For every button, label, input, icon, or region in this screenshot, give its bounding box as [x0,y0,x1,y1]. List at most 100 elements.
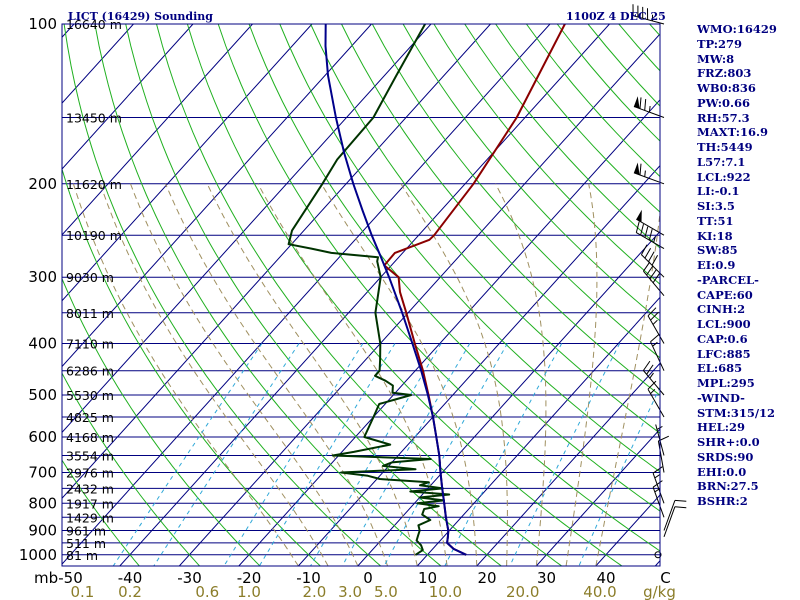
height-label: 2432 m [66,481,114,496]
mixing-ratio-tick-label: 2.0 [302,583,326,600]
moist-adiabat [320,183,478,566]
stat-line: LCL:900 [697,317,751,331]
wind-barb [642,261,665,297]
height-label: 11620 m [66,177,122,192]
grid-lines [0,24,660,566]
stat-line: MAXT:16.9 [697,125,768,140]
height-label: 6286 m [66,364,114,379]
sounding-indices-panel: WMO:16429 TP:279 MW:8 FRZ:803 WB0:836 PW:0.66… [697,22,800,509]
pressure-tick-label: 600 [28,428,57,446]
height-label: 1917 m [66,496,114,511]
pressure-tick-label: 500 [28,386,57,404]
isotherm [178,33,660,566]
wind-barb [635,221,665,250]
wind-barb [636,209,665,236]
isotherm [476,362,660,566]
stat-line: SRDS:90 [697,449,754,464]
height-label: 5530 m [66,388,114,403]
stat-line: KI:18 [697,228,733,243]
height-label: 2976 m [66,466,114,481]
stat-line: -WIND- [697,390,745,405]
height-label: 81 m [66,548,98,563]
mixing-ratio-tick-label: 20.0 [506,583,539,600]
stat-line: SI:3.5 [697,199,735,213]
stat-line: CAP:0.6 [697,331,748,346]
wind-barb [647,380,665,418]
height-label: 13450 m [66,111,122,126]
isotherm [62,24,432,434]
pressure-tick-label: 400 [28,335,57,353]
mixing-ratio-tick-label: 0.2 [118,583,142,600]
stat-line: BRN:27.5 [697,479,759,494]
mixing-ratio-tick-label: 1.0 [237,583,261,600]
mixing-ratio-line [112,343,263,566]
mixing-ratio-line [258,343,396,566]
mixing-ratio-tick-label: 5.0 [374,583,398,600]
parcel-line [324,24,467,556]
wind-barb [663,506,687,537]
height-label: 7110 m [66,337,114,352]
temperature-tick-label: -30 [177,569,202,587]
mixing-ratio-tick-label: 10.0 [429,583,462,600]
stat-line: PW:0.66 [697,95,751,110]
moist-adiabat [595,209,660,566]
moist-adiabat [99,183,329,566]
height-label: 10190 m [66,228,122,243]
stat-line: SHR+:0.0 [697,435,760,449]
stat-line: LI:-0.1 [697,184,740,199]
isotherm [62,24,75,39]
height-label: 511 m [66,536,106,551]
dry-adiabat [279,24,660,473]
isotherm [62,24,194,170]
isotherm [62,24,313,302]
temperature-tick-label: 30 [537,569,556,587]
sounding-lines [287,24,566,556]
stat-line: BSHR:2 [697,494,748,508]
isotherm [0,24,15,566]
pressure-unit-label: mb [34,569,58,587]
stat-line: MW:8 [697,51,735,66]
isotherm [416,296,660,566]
isotherm [535,428,660,566]
stat-line: SW:85 [697,243,738,258]
stat-line: EL:685 [697,361,743,376]
height-label: 9030 m [66,270,114,285]
stat-line: STM:315/12 [697,405,776,420]
wind-barb [652,466,665,504]
stat-line: CINH:2 [697,302,746,317]
mixing-ratio-line [153,343,300,566]
dry-adiabat [62,277,261,566]
dry-adiabat [371,24,660,359]
isotherm [62,24,491,500]
temperature-tick-label: -40 [118,569,143,587]
isotherm [62,24,551,565]
wind-barb [652,480,665,518]
station-title: LICT (16429) Sounding [68,10,213,23]
stat-line: CAPE:60 [697,287,753,302]
pressure-tick-label: 700 [28,464,57,482]
dry-adiabat [217,24,660,552]
stat-line: MPL:295 [697,376,755,390]
isotherm [62,24,372,368]
stat-line: TT:51 [697,213,734,228]
stat-line: HEL:29 [697,420,745,435]
wind-barb [650,333,665,371]
mixing-ratio-tick-label: 3.0 [338,583,362,600]
stat-line: FRZ:803 [697,66,752,81]
pressure-tick-label: 1000 [19,546,57,564]
stat-line: LCL:922 [697,169,751,184]
moist-adiabat [565,183,598,566]
dry-adiabat [125,24,502,566]
wind-barb [654,551,662,559]
wind-barb [633,96,665,118]
dry-adiabat [310,24,660,434]
temperature-tick-label: 40 [596,569,615,587]
temperature-tick-label: -10 [296,569,321,587]
mixing-ratio-tick-label: 0.6 [195,583,219,600]
plot-frame [61,23,661,567]
temperature-tick-label: -20 [237,569,262,587]
moist-adiabat [495,183,547,566]
height-label: 4825 m [66,410,114,425]
mixing-ratio-line [578,386,660,566]
